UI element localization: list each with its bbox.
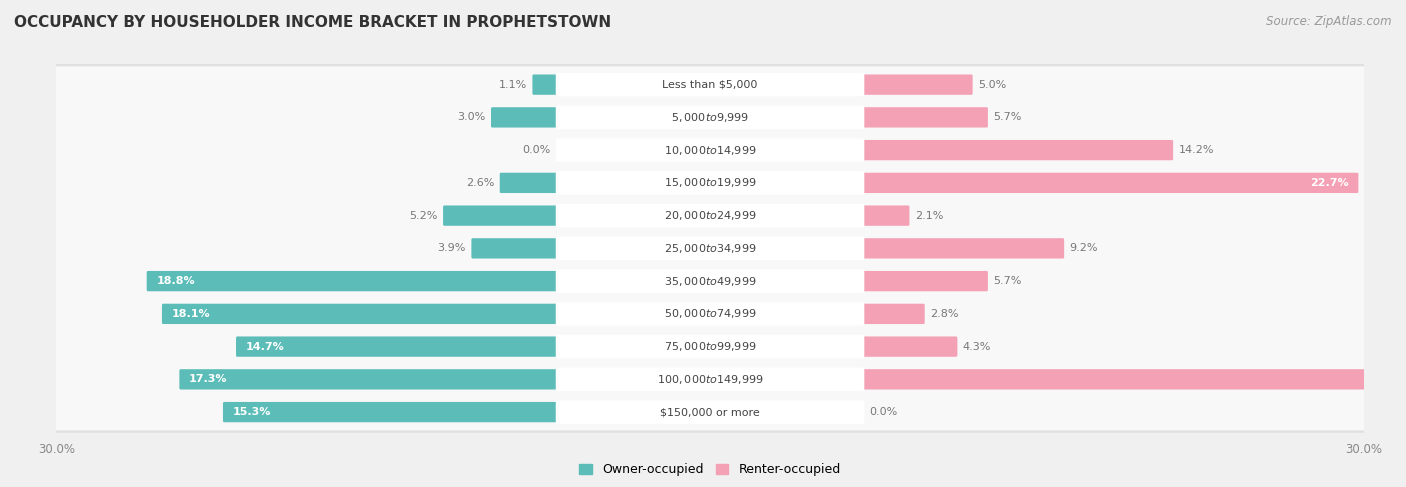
Text: $100,000 to $149,999: $100,000 to $149,999 (657, 373, 763, 386)
Text: 9.2%: 9.2% (1070, 244, 1098, 253)
FancyBboxPatch shape (862, 140, 1173, 160)
Text: $35,000 to $49,999: $35,000 to $49,999 (664, 275, 756, 288)
Text: OCCUPANCY BY HOUSEHOLDER INCOME BRACKET IN PROPHETSTOWN: OCCUPANCY BY HOUSEHOLDER INCOME BRACKET … (14, 15, 612, 30)
Text: $20,000 to $24,999: $20,000 to $24,999 (664, 209, 756, 222)
Text: 3.0%: 3.0% (457, 112, 485, 122)
FancyBboxPatch shape (46, 97, 1374, 138)
FancyBboxPatch shape (471, 238, 558, 259)
FancyBboxPatch shape (46, 293, 1374, 335)
FancyBboxPatch shape (46, 261, 1374, 302)
FancyBboxPatch shape (52, 66, 1368, 103)
FancyBboxPatch shape (555, 204, 865, 227)
Legend: Owner-occupied, Renter-occupied: Owner-occupied, Renter-occupied (575, 458, 845, 482)
FancyBboxPatch shape (52, 197, 1368, 234)
FancyBboxPatch shape (52, 263, 1368, 300)
FancyBboxPatch shape (862, 337, 957, 357)
Text: $50,000 to $74,999: $50,000 to $74,999 (664, 307, 756, 320)
FancyBboxPatch shape (862, 271, 988, 291)
FancyBboxPatch shape (46, 64, 1374, 105)
FancyBboxPatch shape (46, 228, 1374, 269)
FancyBboxPatch shape (162, 304, 558, 324)
Text: 2.8%: 2.8% (931, 309, 959, 319)
FancyBboxPatch shape (862, 206, 910, 226)
Text: Less than $5,000: Less than $5,000 (662, 80, 758, 90)
FancyBboxPatch shape (555, 106, 865, 129)
FancyBboxPatch shape (555, 269, 865, 293)
FancyBboxPatch shape (862, 304, 925, 324)
FancyBboxPatch shape (52, 296, 1368, 332)
Text: 14.2%: 14.2% (1178, 145, 1213, 155)
FancyBboxPatch shape (555, 302, 865, 326)
FancyBboxPatch shape (555, 368, 865, 391)
FancyBboxPatch shape (46, 162, 1374, 204)
FancyBboxPatch shape (443, 206, 558, 226)
FancyBboxPatch shape (555, 138, 865, 162)
Text: 5.7%: 5.7% (993, 112, 1022, 122)
FancyBboxPatch shape (46, 195, 1374, 236)
FancyBboxPatch shape (224, 402, 558, 422)
FancyBboxPatch shape (555, 237, 865, 260)
Text: 0.0%: 0.0% (523, 145, 551, 155)
Text: 15.3%: 15.3% (233, 407, 271, 417)
FancyBboxPatch shape (862, 107, 988, 128)
FancyBboxPatch shape (46, 326, 1374, 367)
Text: $5,000 to $9,999: $5,000 to $9,999 (671, 111, 749, 124)
FancyBboxPatch shape (46, 130, 1374, 171)
Text: 5.7%: 5.7% (993, 276, 1022, 286)
FancyBboxPatch shape (862, 238, 1064, 259)
Text: $10,000 to $14,999: $10,000 to $14,999 (664, 144, 756, 157)
Text: Source: ZipAtlas.com: Source: ZipAtlas.com (1267, 15, 1392, 28)
Text: $15,000 to $19,999: $15,000 to $19,999 (664, 176, 756, 189)
Text: $150,000 or more: $150,000 or more (661, 407, 759, 417)
Text: 4.3%: 4.3% (963, 341, 991, 352)
FancyBboxPatch shape (180, 369, 558, 390)
FancyBboxPatch shape (862, 369, 1406, 390)
Text: 5.0%: 5.0% (979, 80, 1007, 90)
FancyBboxPatch shape (52, 99, 1368, 136)
FancyBboxPatch shape (862, 173, 1358, 193)
Text: 18.8%: 18.8% (156, 276, 195, 286)
Text: 2.1%: 2.1% (915, 210, 943, 221)
FancyBboxPatch shape (52, 132, 1368, 169)
FancyBboxPatch shape (46, 392, 1374, 433)
FancyBboxPatch shape (52, 394, 1368, 431)
FancyBboxPatch shape (46, 359, 1374, 400)
Text: $75,000 to $99,999: $75,000 to $99,999 (664, 340, 756, 353)
FancyBboxPatch shape (555, 400, 865, 424)
FancyBboxPatch shape (555, 171, 865, 195)
Text: 3.9%: 3.9% (437, 244, 465, 253)
Text: 18.1%: 18.1% (172, 309, 211, 319)
FancyBboxPatch shape (499, 173, 558, 193)
FancyBboxPatch shape (52, 230, 1368, 267)
Text: 2.6%: 2.6% (465, 178, 495, 188)
Text: 0.0%: 0.0% (869, 407, 897, 417)
FancyBboxPatch shape (52, 165, 1368, 201)
FancyBboxPatch shape (533, 75, 558, 95)
Text: 5.2%: 5.2% (409, 210, 437, 221)
Text: $25,000 to $34,999: $25,000 to $34,999 (664, 242, 756, 255)
FancyBboxPatch shape (146, 271, 558, 291)
Text: 1.1%: 1.1% (499, 80, 527, 90)
FancyBboxPatch shape (555, 335, 865, 358)
Text: 17.3%: 17.3% (190, 375, 228, 384)
FancyBboxPatch shape (491, 107, 558, 128)
FancyBboxPatch shape (52, 361, 1368, 398)
Text: 14.7%: 14.7% (246, 341, 284, 352)
FancyBboxPatch shape (862, 75, 973, 95)
Text: 22.7%: 22.7% (1310, 178, 1348, 188)
FancyBboxPatch shape (236, 337, 558, 357)
FancyBboxPatch shape (52, 328, 1368, 365)
FancyBboxPatch shape (555, 73, 865, 96)
